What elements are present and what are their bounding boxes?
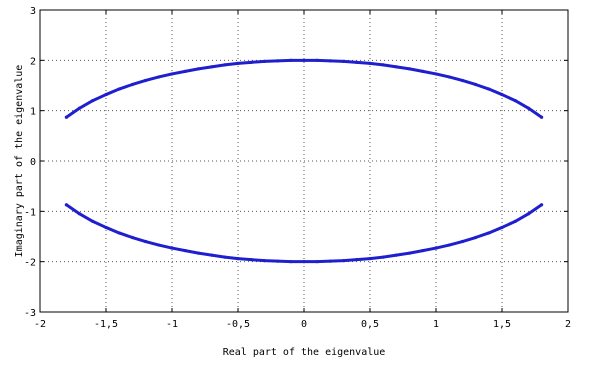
data-point [130, 82, 134, 87]
data-point [170, 72, 174, 76]
data-point [434, 72, 438, 76]
x-tick-label: -0,5 [226, 319, 250, 330]
data-point [249, 60, 253, 64]
data-point [130, 235, 134, 240]
data-point [474, 235, 478, 240]
x-tick-label: -2 [34, 319, 46, 330]
data-point [78, 106, 82, 110]
tick-marks [39, 9, 569, 313]
data-point [249, 258, 253, 262]
data-point [196, 251, 200, 255]
data-point [460, 78, 464, 83]
data-point [183, 69, 187, 74]
data-point [315, 58, 319, 62]
data-point [500, 225, 504, 230]
data-point [144, 239, 148, 244]
data-point [408, 251, 412, 255]
data-point [64, 115, 68, 119]
data-point [236, 61, 240, 65]
data-point [210, 253, 214, 257]
data-point [183, 248, 187, 253]
x-tick-label: -1 [166, 319, 178, 330]
data-point [381, 63, 385, 67]
x-axis-label: Real part of the eigenvalue [223, 347, 386, 358]
x-tick-label: 1 [433, 319, 439, 330]
y-tick-label: -3 [24, 308, 36, 319]
data-point [289, 260, 293, 264]
data-point [91, 99, 95, 103]
data-point [526, 106, 531, 110]
data-point [513, 219, 517, 223]
x-tick-labels: -2 -1,5 -1 -0,5 0 0,5 1 1,5 2 [34, 319, 571, 330]
data-point [315, 260, 319, 264]
data-point [447, 75, 451, 79]
data-point [236, 257, 240, 261]
data-point [276, 259, 280, 263]
x-tick-label: 2 [565, 319, 571, 330]
data-point [355, 258, 359, 262]
data-point [368, 61, 372, 65]
data-point [157, 75, 161, 79]
y-tick-label: -2 [24, 258, 36, 269]
data-point [262, 259, 266, 263]
data-point [487, 87, 491, 91]
data-point [78, 212, 82, 216]
data-point [196, 67, 200, 71]
data-point [460, 239, 464, 244]
y-tick-label: 0 [30, 157, 36, 168]
data-point [487, 231, 491, 235]
data-point [302, 260, 306, 264]
data-point [355, 60, 359, 64]
y-tick-label: 2 [30, 56, 36, 67]
y-tick-label: -1 [24, 207, 36, 218]
data-point [170, 246, 174, 250]
data-point [328, 59, 332, 63]
data-point [302, 58, 306, 62]
data-series [64, 58, 544, 264]
data-point [368, 257, 372, 261]
data-point [104, 225, 108, 230]
data-point [262, 59, 266, 63]
data-point [64, 203, 68, 207]
data-point [381, 255, 385, 259]
data-point [447, 243, 451, 247]
data-point [394, 253, 398, 257]
data-point [394, 65, 398, 69]
data-point [434, 246, 438, 250]
data-point [223, 255, 227, 259]
y-tick-label: 1 [30, 107, 36, 118]
data-point [513, 99, 517, 103]
data-point [408, 67, 412, 71]
x-tick-label: 1,5 [493, 319, 511, 330]
data-point [276, 59, 280, 63]
data-point [540, 115, 544, 119]
x-tick-label: -1,5 [94, 319, 118, 330]
data-point [157, 243, 161, 247]
data-point [474, 82, 478, 87]
data-point [104, 92, 108, 97]
data-point [500, 92, 504, 97]
data-point [144, 78, 148, 83]
x-tick-label: 0 [301, 319, 307, 330]
data-point [210, 65, 214, 69]
y-tick-labels: -3 -2 -1 0 1 2 3 [24, 6, 36, 319]
data-point [421, 69, 425, 74]
data-point [289, 58, 293, 62]
data-point [342, 259, 346, 263]
data-point [223, 63, 227, 67]
data-point [342, 59, 346, 63]
y-axis-label: Imaginary part of the eigenvalue [14, 65, 25, 258]
data-point [91, 219, 95, 223]
data-point [421, 248, 425, 253]
data-point [540, 203, 544, 207]
data-point [328, 259, 332, 263]
data-point [117, 231, 121, 235]
data-point [117, 87, 121, 91]
data-point [526, 212, 531, 216]
x-tick-label: 0,5 [361, 319, 379, 330]
y-tick-label: 3 [30, 6, 36, 17]
